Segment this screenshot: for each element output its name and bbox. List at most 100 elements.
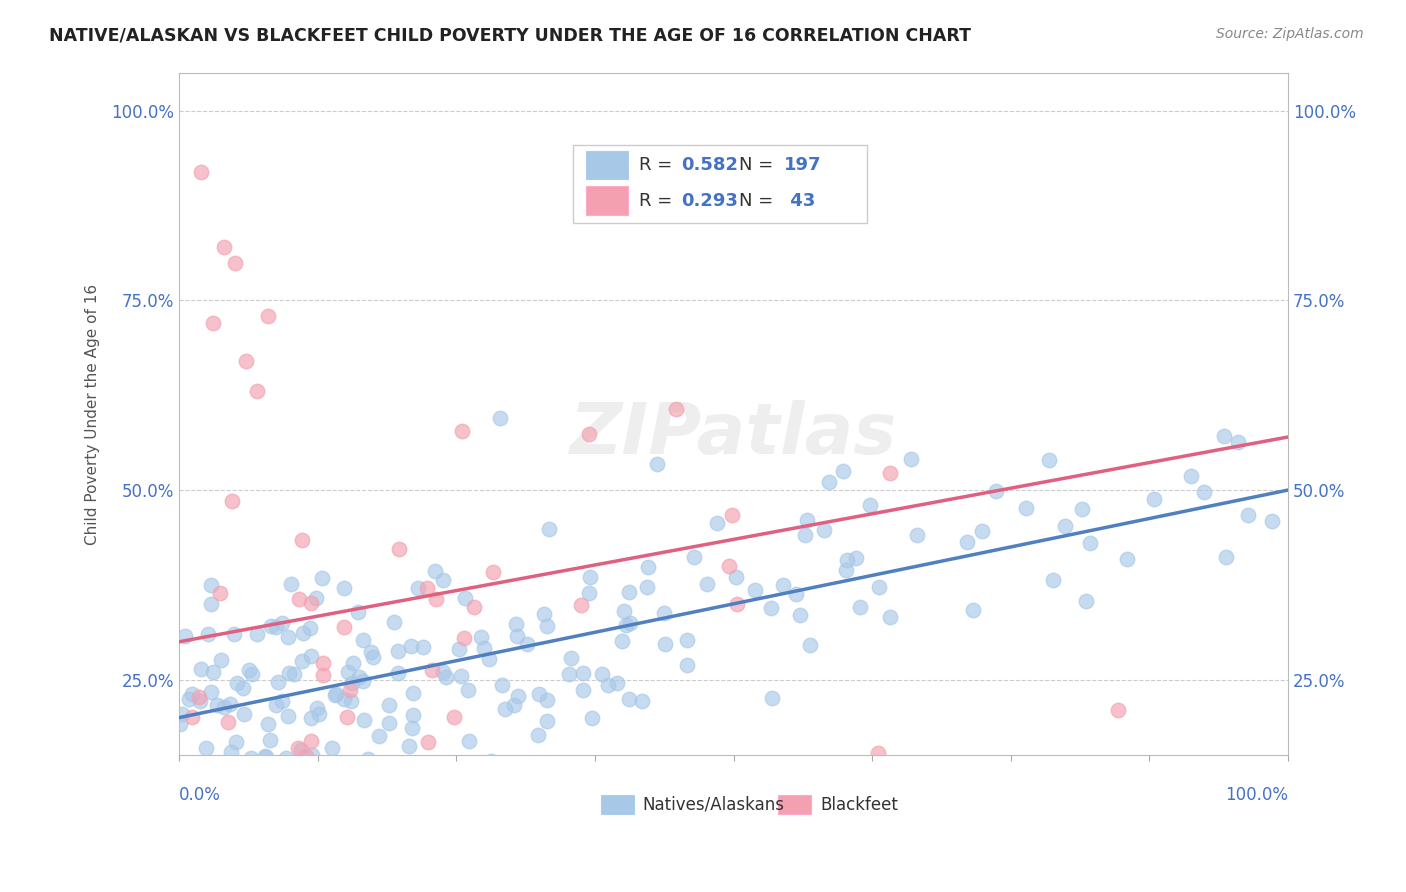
Point: [304, 773, 326, 788]
Point: [187, 778, 209, 792]
Point: [304, 839, 326, 854]
FancyBboxPatch shape: [586, 151, 628, 179]
Point: [200, 684, 222, 698]
Point: [571, 665, 593, 680]
Point: [505, 616, 527, 631]
Point: [425, 592, 447, 607]
Point: [233, 707, 256, 722]
Point: [290, 743, 312, 757]
Point: [491, 678, 513, 692]
Point: [413, 839, 436, 854]
Point: [868, 747, 890, 761]
Point: [174, 629, 197, 643]
Text: NATIVE/ALASKAN VS BLACKFEET CHILD POVERTY UNDER THE AGE OF 16 CORRELATION CHART: NATIVE/ALASKAN VS BLACKFEET CHILD POVERT…: [49, 27, 972, 45]
Point: [212, 699, 235, 714]
Point: [249, 802, 271, 816]
Point: [277, 709, 299, 723]
Point: [299, 711, 322, 725]
Point: [717, 559, 740, 574]
Point: [558, 667, 581, 681]
Point: [835, 563, 858, 577]
Point: [271, 694, 294, 708]
Point: [1053, 518, 1076, 533]
Point: [291, 533, 314, 548]
Point: [454, 591, 477, 606]
Point: [416, 735, 439, 749]
FancyBboxPatch shape: [586, 186, 628, 215]
Point: [200, 578, 222, 592]
Point: [799, 638, 821, 652]
Point: [416, 581, 439, 595]
Point: [794, 527, 817, 541]
Point: [291, 654, 314, 668]
Point: [450, 669, 472, 683]
Point: [283, 666, 305, 681]
Point: [984, 484, 1007, 499]
Point: [422, 663, 444, 677]
Point: [1078, 536, 1101, 550]
Point: [378, 834, 401, 848]
Point: [614, 618, 637, 632]
Point: [246, 384, 269, 399]
Point: [835, 553, 858, 567]
Point: [257, 717, 280, 731]
Y-axis label: Child Poverty Under the Age of 16: Child Poverty Under the Age of 16: [86, 284, 100, 545]
Point: [190, 661, 212, 675]
Point: [256, 750, 278, 764]
Point: [533, 607, 555, 622]
Point: [831, 464, 853, 478]
Point: [336, 710, 359, 724]
Point: [1074, 594, 1097, 608]
Point: [516, 637, 538, 651]
Point: [378, 716, 401, 731]
Point: [879, 466, 901, 480]
Point: [288, 591, 311, 606]
Point: [1261, 515, 1284, 529]
Text: Blackfeet: Blackfeet: [820, 796, 898, 814]
Point: [761, 691, 783, 706]
Point: [399, 639, 422, 653]
Point: [402, 686, 425, 700]
Point: [457, 683, 479, 698]
Point: [1042, 573, 1064, 587]
Point: [360, 645, 382, 659]
Point: [481, 566, 503, 580]
Point: [458, 733, 481, 747]
Point: [508, 689, 530, 703]
Point: [744, 583, 766, 598]
Point: [333, 691, 356, 706]
Point: [402, 708, 425, 723]
Text: 100.0%: 100.0%: [1225, 786, 1288, 805]
Point: [503, 698, 526, 712]
Point: [197, 627, 219, 641]
Point: [325, 687, 347, 701]
Point: [200, 597, 222, 611]
Text: 0.0%: 0.0%: [180, 786, 221, 805]
Point: [228, 811, 250, 825]
Point: [905, 528, 928, 542]
Point: [311, 572, 333, 586]
Point: [377, 698, 399, 712]
Text: 0.582: 0.582: [682, 156, 738, 174]
Point: [606, 675, 628, 690]
Point: [489, 411, 512, 425]
Point: [298, 621, 321, 635]
Point: [205, 780, 228, 794]
Point: [619, 691, 641, 706]
FancyBboxPatch shape: [778, 795, 811, 814]
Point: [637, 560, 659, 574]
Point: [432, 665, 454, 680]
Point: [218, 698, 240, 712]
Point: [183, 764, 205, 779]
Point: [240, 667, 263, 681]
Point: [470, 630, 492, 644]
Point: [1038, 453, 1060, 467]
Point: [619, 616, 641, 631]
Point: [221, 493, 243, 508]
Point: [789, 608, 811, 623]
Point: [859, 498, 882, 512]
Point: [333, 620, 356, 634]
Point: [453, 631, 475, 645]
Point: [235, 354, 257, 368]
Point: [451, 424, 474, 438]
